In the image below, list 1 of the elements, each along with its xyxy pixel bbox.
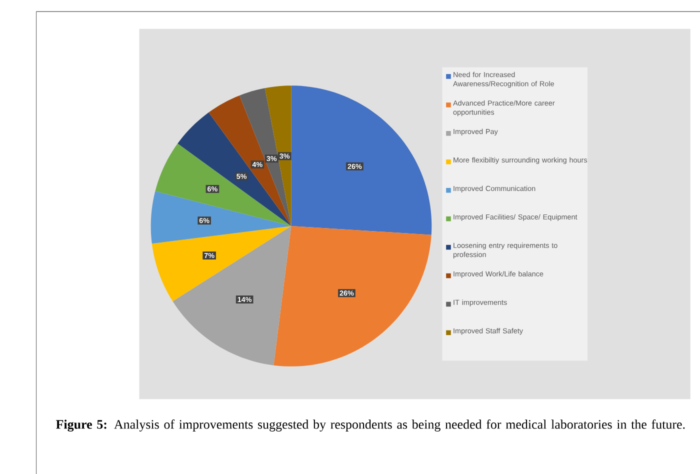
text: Figure 5: Analysis of improvements suggested by respondents as being needed for medical laboratories in the future.: [56, 419, 685, 432]
